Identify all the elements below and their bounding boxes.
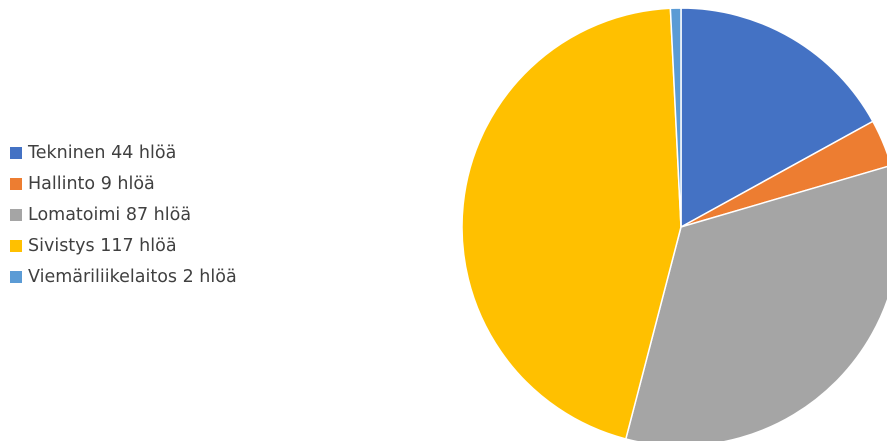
legend-swatch-viemariliikelaitos: [10, 270, 22, 283]
legend-swatch-lomatoimi: [10, 208, 22, 221]
pie-slice-hallinto: [680, 120, 887, 228]
legend-item-lomatoimi: Lomatoimi 87 hlöä: [10, 199, 237, 230]
legend-swatch-tekninen: [10, 146, 22, 159]
pie-slice-viemariliikelaitos: [669, 7, 682, 228]
legend-label-viemariliikelaitos: Viemäriliikelaitos 2 hlöä: [28, 266, 237, 287]
legend-item-tekninen: Tekninen 44 hlöä: [10, 137, 237, 168]
legend-label-lomatoimi: Lomatoimi 87 hlöä: [28, 204, 192, 225]
legend-item-viemariliikelaitos: Viemäriliikelaitos 2 hlöä: [10, 261, 237, 292]
pie-slice-lomatoimi: [625, 165, 887, 441]
legend-label-sivistys: Sivistys 117 hlöä: [28, 235, 177, 256]
legend-item-sivistys: Sivistys 117 hlöä: [10, 230, 237, 261]
legend-label-tekninen: Tekninen 44 hlöä: [28, 142, 177, 163]
legend-swatch-sivistys: [10, 239, 22, 252]
pie-slice-sivistys: [461, 7, 682, 440]
legend-item-hallinto: Hallinto 9 hlöä: [10, 168, 237, 199]
chart-legend: Tekninen 44 hlöä Hallinto 9 hlöä Lomatoi…: [10, 137, 237, 292]
legend-swatch-hallinto: [10, 177, 22, 190]
pie-slice-tekninen: [680, 7, 874, 228]
legend-label-hallinto: Hallinto 9 hlöä: [28, 173, 155, 194]
